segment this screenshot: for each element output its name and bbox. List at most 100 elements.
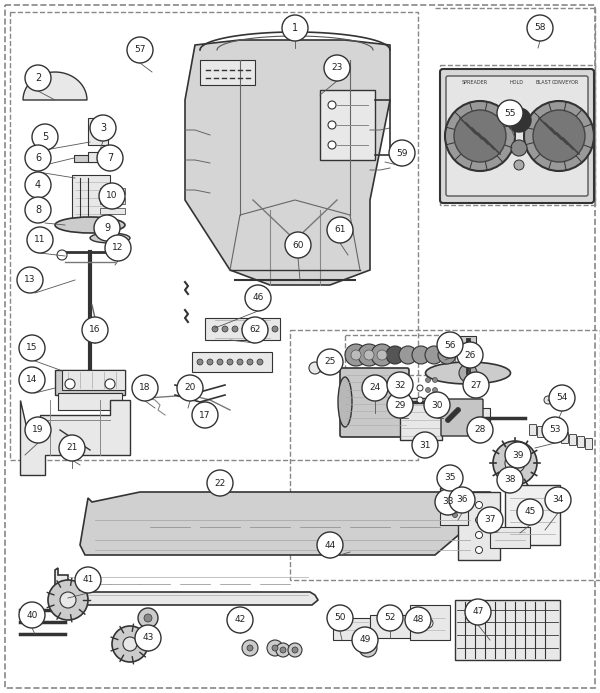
Circle shape [245, 285, 271, 311]
Bar [88, 118, 108, 145]
Text: 32: 32 [394, 380, 406, 389]
FancyBboxPatch shape [441, 399, 483, 436]
Text: 33: 33 [442, 498, 454, 507]
Circle shape [452, 493, 458, 498]
Circle shape [448, 416, 452, 421]
Circle shape [371, 344, 393, 366]
Circle shape [433, 378, 437, 383]
Circle shape [247, 645, 253, 651]
Circle shape [276, 643, 290, 657]
Circle shape [19, 367, 45, 393]
Circle shape [227, 359, 233, 365]
Circle shape [25, 197, 51, 223]
Circle shape [105, 379, 115, 389]
Circle shape [424, 392, 450, 418]
Circle shape [433, 387, 437, 392]
Text: 27: 27 [470, 380, 482, 389]
FancyBboxPatch shape [554, 430, 560, 441]
Text: 16: 16 [89, 326, 101, 335]
Bar [100, 208, 125, 214]
Circle shape [127, 37, 153, 63]
Text: 6: 6 [35, 153, 41, 163]
Text: 46: 46 [253, 294, 263, 303]
Text: 31: 31 [419, 441, 431, 450]
Polygon shape [55, 568, 318, 608]
Circle shape [476, 547, 482, 554]
Circle shape [417, 397, 423, 403]
Circle shape [57, 250, 67, 260]
Bar [62, 370, 125, 390]
Circle shape [267, 640, 283, 656]
Text: 11: 11 [34, 236, 46, 245]
Circle shape [192, 402, 218, 428]
FancyBboxPatch shape [569, 435, 577, 446]
Circle shape [257, 359, 263, 365]
Circle shape [465, 599, 491, 625]
Text: 17: 17 [199, 410, 211, 419]
Ellipse shape [55, 217, 125, 233]
Bar [88, 152, 120, 162]
Circle shape [328, 101, 336, 109]
Circle shape [309, 362, 321, 374]
Text: CONVEYOR: CONVEYOR [552, 80, 579, 85]
Circle shape [449, 487, 475, 513]
Circle shape [17, 267, 43, 293]
Circle shape [217, 359, 223, 365]
Circle shape [463, 372, 489, 398]
Circle shape [207, 470, 233, 496]
Circle shape [435, 489, 461, 515]
Circle shape [317, 532, 343, 558]
Circle shape [25, 417, 51, 443]
Circle shape [425, 398, 431, 403]
Polygon shape [185, 40, 390, 285]
Text: 21: 21 [67, 444, 77, 453]
Text: 48: 48 [412, 615, 424, 624]
Circle shape [445, 101, 515, 171]
Bar [72, 175, 110, 225]
Text: 28: 28 [475, 426, 485, 435]
Circle shape [285, 232, 311, 258]
Text: 36: 36 [456, 495, 468, 505]
Circle shape [425, 407, 431, 412]
Circle shape [497, 467, 523, 493]
Circle shape [19, 335, 45, 361]
Circle shape [242, 317, 268, 343]
Circle shape [417, 385, 423, 391]
Circle shape [207, 359, 213, 365]
Bar [370, 615, 415, 638]
Circle shape [105, 235, 131, 261]
Circle shape [377, 350, 387, 360]
Text: 8: 8 [35, 205, 41, 215]
Text: 50: 50 [334, 613, 346, 622]
Bar [345, 335, 455, 375]
Circle shape [542, 417, 568, 443]
Circle shape [123, 637, 137, 651]
Text: 52: 52 [385, 613, 395, 622]
Text: 34: 34 [553, 495, 563, 505]
Bar [100, 188, 125, 194]
Circle shape [138, 608, 158, 628]
Bar [290, 330, 600, 580]
Circle shape [262, 326, 268, 332]
Text: 14: 14 [26, 376, 38, 385]
Circle shape [527, 15, 553, 41]
Text: 58: 58 [534, 24, 546, 33]
Circle shape [387, 392, 413, 418]
Circle shape [364, 350, 374, 360]
Circle shape [59, 435, 85, 461]
Text: 40: 40 [26, 611, 38, 620]
Circle shape [476, 516, 482, 523]
Circle shape [452, 502, 458, 507]
Circle shape [476, 532, 482, 538]
Bar [440, 65, 595, 205]
Text: 26: 26 [464, 351, 476, 360]
FancyBboxPatch shape [440, 69, 594, 203]
Polygon shape [80, 492, 500, 555]
Bar [100, 198, 125, 204]
Text: 2: 2 [35, 73, 41, 83]
Circle shape [280, 647, 286, 653]
Text: 45: 45 [524, 507, 536, 516]
Text: 39: 39 [512, 450, 524, 459]
Circle shape [272, 326, 278, 332]
Circle shape [452, 513, 458, 518]
